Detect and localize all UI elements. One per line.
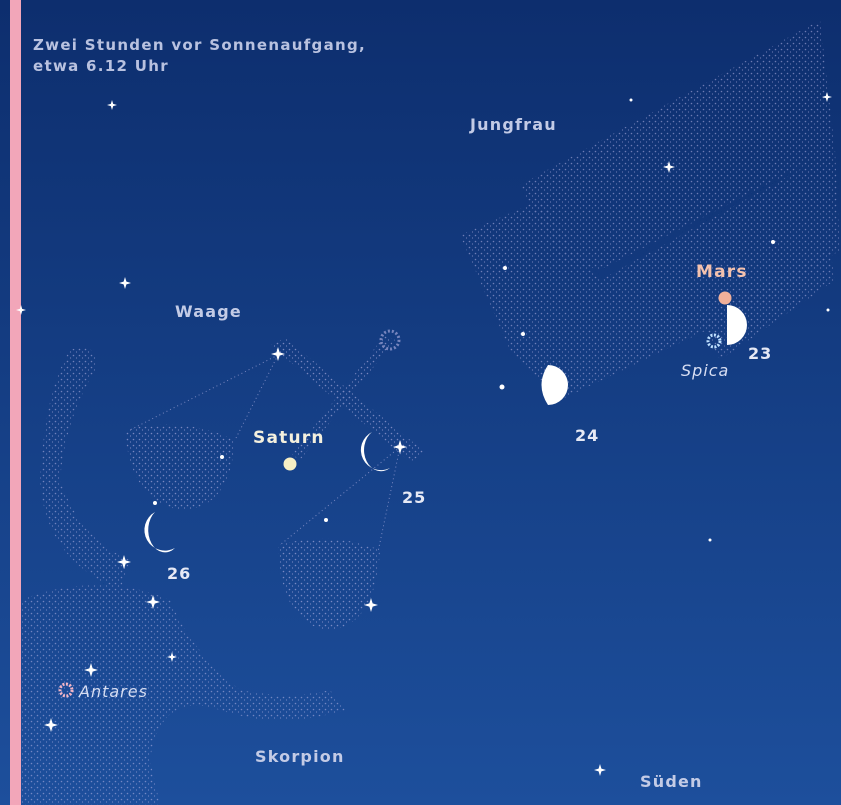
mars-dot: [719, 292, 732, 305]
constellation-label: Skorpion: [255, 747, 345, 766]
moon-date: 26: [167, 564, 191, 583]
sky-map: Zwei Stunden vor Sonnenaufgang, etwa 6.1…: [0, 0, 841, 805]
constellation-label: Jungfrau: [469, 115, 557, 134]
constellation-label: Waage: [175, 302, 242, 321]
planet-label: Saturn: [253, 428, 325, 448]
saturn-dot: [284, 458, 297, 471]
page: Sky chart html, body { margin: 0; paddin…: [0, 0, 841, 805]
star-label: Antares: [78, 682, 148, 701]
planet-label: Mars: [696, 262, 748, 282]
star-label: Spica: [681, 361, 729, 380]
caption-line: Zwei Stunden vor Sonnenaufgang,: [33, 36, 366, 54]
moon-date: 23: [748, 344, 772, 363]
moon-date: 25: [402, 488, 426, 507]
caption-line: etwa 6.12 Uhr: [33, 57, 169, 75]
side-strip: [10, 0, 21, 805]
body: {"caption": {"lines": ["Zwei Stunden vor…: [0, 0, 841, 805]
moon-date: 24: [575, 426, 599, 445]
direction-label: Süden: [640, 772, 703, 791]
